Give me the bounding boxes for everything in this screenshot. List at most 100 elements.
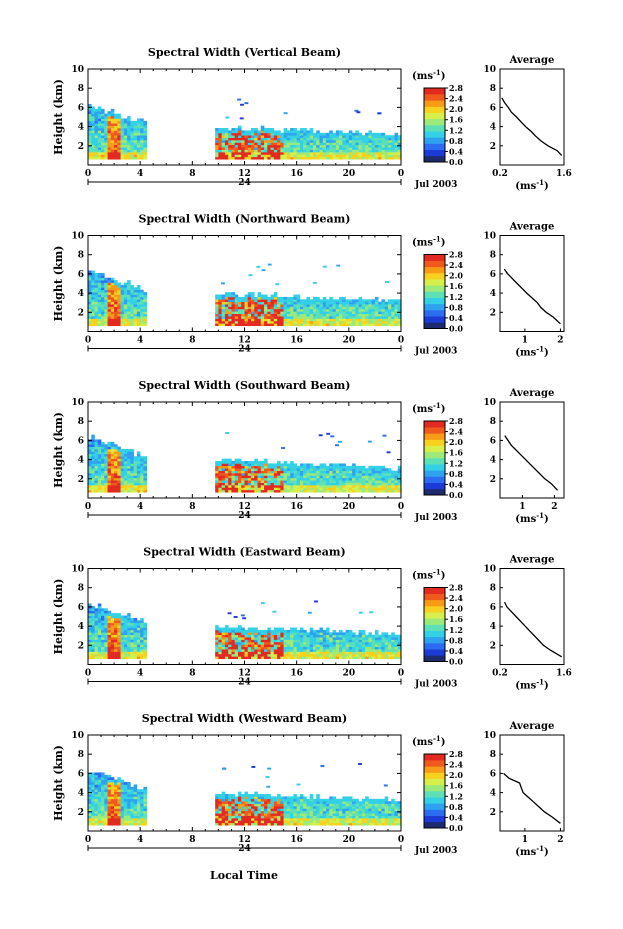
heatmap-cell	[117, 458, 121, 462]
heatmap-cell	[117, 125, 121, 129]
heatmap-cell	[378, 487, 382, 491]
heatmap-cell	[309, 653, 314, 657]
heatmap-cell	[120, 308, 125, 312]
heatmap-cell	[114, 299, 118, 303]
heatmap-cell	[348, 152, 353, 155]
heatmap-cell	[143, 622, 147, 626]
heatmap-cell	[387, 641, 392, 645]
heatmap-cell	[130, 152, 134, 155]
heatmap-cell	[234, 482, 239, 486]
heatmap-cell	[299, 475, 304, 479]
heatmap-cell	[120, 120, 125, 124]
heatmap-cell	[322, 299, 327, 303]
heatmap-cell	[306, 475, 311, 479]
heatmap-cell	[91, 277, 95, 281]
heatmap-cell	[332, 154, 337, 158]
heatmap-cell	[316, 646, 320, 650]
heatmap-cell	[237, 152, 242, 155]
heatmap-cell	[120, 449, 125, 452]
heatmap-cell	[110, 794, 115, 797]
heatmap-cell	[218, 653, 222, 657]
heatmap-cell	[101, 656, 105, 660]
heatmap-cell	[123, 120, 128, 124]
heatmap-cell	[234, 132, 239, 136]
heatmap-cell	[335, 308, 340, 312]
heatmap-cell	[322, 311, 327, 315]
heatmap-cell	[348, 482, 353, 486]
heatmap-cell	[117, 798, 121, 802]
heatmap-cell	[123, 320, 128, 324]
heatmap-cell	[110, 277, 115, 281]
heatmap-cell	[293, 487, 297, 491]
heatmap-cell	[355, 639, 359, 643]
heatmap-cell	[231, 308, 236, 312]
heatmap-cell	[94, 123, 99, 126]
heatmap-cell	[94, 639, 99, 643]
heatmap-cell	[280, 311, 284, 315]
heatmap-cell	[94, 135, 99, 138]
heatmap-cell	[127, 806, 131, 809]
heatmap-cell	[91, 789, 95, 792]
heatmap-cell	[231, 641, 236, 645]
heatmap-cell	[358, 629, 363, 633]
heatmap-cell	[394, 649, 399, 652]
heatmap-cell	[303, 644, 307, 648]
y-tick-label: 6	[78, 103, 84, 113]
heatmap-cell	[365, 634, 369, 638]
heatmap-cell	[358, 140, 363, 143]
heatmap-cell	[221, 637, 226, 640]
heatmap-cell	[104, 149, 108, 153]
heatmap-cell	[283, 487, 288, 491]
heatmap-cell	[140, 299, 144, 303]
heatmap-cell	[97, 625, 102, 628]
heatmap-cell	[110, 301, 115, 305]
heatmap-cell	[123, 142, 128, 146]
heatmap-cell	[224, 649, 229, 652]
heatmap-cell	[352, 135, 356, 138]
heatmap-cell	[306, 154, 311, 158]
heatmap-cell	[316, 318, 320, 322]
heatmap-cell	[221, 323, 226, 327]
heatmap-cell	[120, 470, 125, 474]
heatmap-cell	[127, 813, 131, 816]
heatmap-cell	[286, 649, 291, 652]
heatmap-cell	[133, 304, 138, 307]
heatmap-cell	[345, 142, 350, 146]
heatmap-cell	[234, 487, 239, 491]
colorbar-segment	[424, 155, 445, 163]
heatmap-cell	[355, 489, 359, 493]
heatmap-cell	[280, 477, 284, 481]
heatmap-cell	[299, 641, 304, 645]
colorbar-segment	[424, 137, 445, 144]
heatmap-cell	[133, 487, 138, 491]
heatmap-cell	[355, 304, 359, 307]
heatmap-cell	[296, 135, 301, 138]
heatmap-cell	[339, 634, 343, 638]
heatmap-cell	[91, 108, 95, 112]
heatmap-cell	[316, 641, 320, 645]
avg-x-tick-label: 0.2	[492, 669, 508, 679]
heatmap-cell	[218, 142, 222, 146]
heatmap-cell	[358, 149, 363, 153]
heatmap-cell	[88, 120, 92, 124]
heatmap-cell	[120, 135, 125, 138]
heatmap-cell	[316, 485, 320, 488]
heatmap-cell	[228, 144, 232, 148]
heatmap-cell	[293, 306, 297, 310]
heatmap-cell	[94, 320, 99, 324]
heatmap-cell	[309, 140, 314, 143]
heatmap-cell	[303, 653, 307, 657]
heatmap-cell	[94, 156, 99, 160]
heatmap-cell	[120, 473, 125, 476]
heatmap-cell	[254, 156, 258, 160]
heatmap-cell	[264, 468, 268, 471]
x-tick-label: 16	[290, 336, 303, 346]
heatmap-cell	[293, 632, 297, 636]
heatmap-cell	[97, 461, 102, 464]
heatmap-cell	[293, 308, 297, 312]
colorbar-segment	[424, 143, 445, 150]
heatmap-cell	[140, 137, 144, 141]
heatmap-cell	[140, 130, 144, 134]
heatmap-cell	[104, 608, 108, 612]
heatmap-cell	[326, 318, 330, 322]
